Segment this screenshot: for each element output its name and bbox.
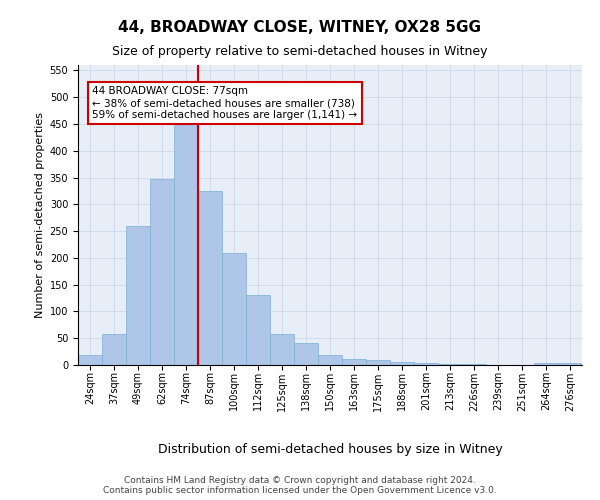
Bar <box>318 356 342 365</box>
Bar <box>366 360 390 365</box>
Bar <box>342 358 366 365</box>
Text: Size of property relative to semi-detached houses in Witney: Size of property relative to semi-detach… <box>112 45 488 58</box>
Bar <box>222 252 246 365</box>
Bar <box>174 124 198 365</box>
Text: 44 BROADWAY CLOSE: 77sqm
← 38% of semi-detached houses are smaller (738)
59% of : 44 BROADWAY CLOSE: 77sqm ← 38% of semi-d… <box>92 86 358 120</box>
Bar <box>270 334 294 365</box>
Bar <box>534 363 558 365</box>
Bar <box>246 296 270 365</box>
Bar <box>462 364 486 365</box>
Bar <box>390 362 414 365</box>
Text: Contains HM Land Registry data © Crown copyright and database right 2024.
Contai: Contains HM Land Registry data © Crown c… <box>103 476 497 495</box>
Bar <box>414 363 438 365</box>
Bar <box>102 334 126 365</box>
Bar <box>78 356 102 365</box>
Bar <box>126 226 150 365</box>
Bar <box>558 364 582 365</box>
Text: 44, BROADWAY CLOSE, WITNEY, OX28 5GG: 44, BROADWAY CLOSE, WITNEY, OX28 5GG <box>119 20 482 35</box>
Bar <box>438 364 462 365</box>
Bar <box>198 191 222 365</box>
Y-axis label: Number of semi-detached properties: Number of semi-detached properties <box>35 112 46 318</box>
Text: Distribution of semi-detached houses by size in Witney: Distribution of semi-detached houses by … <box>158 442 502 456</box>
Bar <box>150 179 174 365</box>
Bar <box>294 343 318 365</box>
